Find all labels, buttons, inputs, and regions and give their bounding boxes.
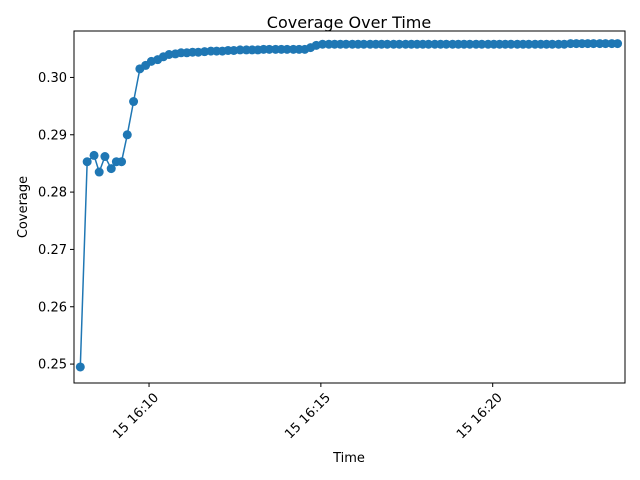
- data-point: [424, 39, 434, 49]
- data-point: [129, 97, 139, 107]
- data-point: [341, 39, 351, 49]
- y-tick-label: 0.28: [38, 186, 67, 201]
- x-axis-title: Time: [332, 451, 365, 466]
- data-point: [382, 39, 392, 49]
- data-point: [282, 44, 292, 54]
- y-tick-label: 0.26: [38, 300, 67, 315]
- data-point: [506, 39, 516, 49]
- data-point: [524, 39, 534, 49]
- data-point: [318, 39, 328, 49]
- y-tick-label: 0.27: [38, 243, 67, 258]
- plot-area: [75, 39, 623, 372]
- data-point: [601, 39, 611, 49]
- data-point: [117, 157, 127, 167]
- data-point: [264, 44, 274, 54]
- data-point: [589, 39, 598, 49]
- data-point: [82, 157, 92, 167]
- chart-title: Coverage Over Time: [267, 13, 431, 32]
- data-point: [547, 39, 557, 49]
- y-tick-label: 0.29: [38, 128, 67, 143]
- data-point: [235, 45, 245, 55]
- data-point: [75, 362, 85, 372]
- data-point: [106, 164, 116, 174]
- y-axis-title: Coverage: [16, 176, 31, 238]
- data-point: [465, 39, 475, 49]
- data-point: [122, 130, 132, 140]
- data-point: [89, 150, 99, 160]
- y-axis: 0.25 0.26 0.27 0.28 0.29 0.30: [38, 71, 74, 373]
- data-point: [441, 39, 451, 49]
- data-point: [100, 152, 110, 162]
- y-tick-label: 0.25: [38, 358, 67, 373]
- data-point: [94, 167, 104, 177]
- y-tick-label: 0.30: [38, 71, 67, 86]
- data-point: [394, 39, 404, 49]
- data-point: [613, 39, 623, 49]
- axes-frame: [73, 30, 626, 384]
- data-point: [477, 39, 487, 49]
- data-point: [359, 39, 369, 49]
